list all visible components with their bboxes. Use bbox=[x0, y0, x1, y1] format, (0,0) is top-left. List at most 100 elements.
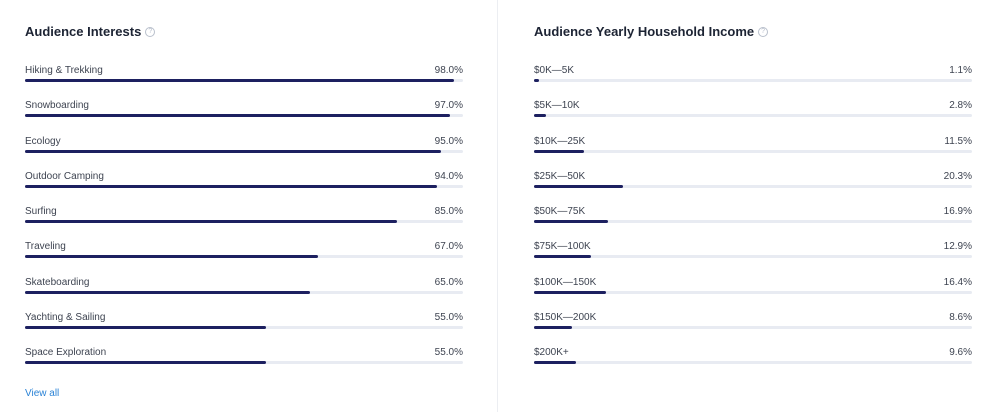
interests-row-value: 94.0% bbox=[434, 170, 463, 182]
income-bar-track bbox=[534, 184, 972, 188]
income-row-value: 1.1% bbox=[949, 65, 972, 76]
income-bar-track bbox=[534, 361, 972, 365]
income-bar-track bbox=[534, 114, 972, 118]
interests-bar-fill bbox=[25, 220, 398, 224]
interests-row-value: 67.0% bbox=[434, 241, 463, 253]
interests-row-value: 55.0% bbox=[434, 312, 463, 324]
interests-row-label: Traveling bbox=[25, 241, 66, 253]
interests-bar-fill bbox=[25, 361, 266, 365]
income-row: $75K—100K 12.9% bbox=[534, 240, 972, 275]
interests-title-text: Audience Interests bbox=[25, 24, 142, 39]
income-row: $10K—25K 11.5% bbox=[534, 135, 972, 170]
interests-bar-fill bbox=[25, 326, 266, 330]
income-row-value: 9.6% bbox=[949, 347, 972, 359]
interests-row-label: Skateboarding bbox=[25, 276, 90, 288]
interests-row: Space Exploration 55.0% bbox=[25, 346, 463, 381]
income-row-label: $5K—10K bbox=[534, 100, 580, 112]
panel-divider bbox=[497, 0, 498, 412]
interests-bar-track bbox=[25, 255, 463, 259]
interests-row: Hiking & Trekking 98.0% bbox=[25, 64, 463, 99]
interests-row-value: 65.0% bbox=[434, 276, 463, 288]
income-row-label: $50K—75K bbox=[534, 206, 586, 218]
interests-row-value: 85.0% bbox=[434, 206, 463, 218]
interests-row-label: Yachting & Sailing bbox=[25, 312, 106, 324]
income-row-value: 11.5% bbox=[944, 135, 972, 147]
income-row-value: 16.9% bbox=[943, 206, 972, 218]
income-bar-fill bbox=[534, 361, 577, 365]
income-row: $100K—150K 16.4% bbox=[534, 276, 972, 311]
income-row-value: 12.9% bbox=[943, 241, 972, 253]
interests-row-value: 55.0% bbox=[434, 347, 463, 359]
income-row-label: $200K+ bbox=[534, 347, 569, 359]
question-circle-icon[interactable]: ? bbox=[758, 26, 769, 37]
interests-row: Surfing 85.0% bbox=[25, 205, 463, 240]
income-bar-fill bbox=[534, 114, 547, 118]
interests-bar-fill bbox=[25, 149, 442, 153]
income-row-value: 2.8% bbox=[949, 100, 972, 112]
interests-row: Outdoor Camping 94.0% bbox=[25, 170, 463, 205]
income-bar-track bbox=[534, 220, 972, 224]
interests-row-label: Outdoor Camping bbox=[25, 170, 104, 182]
interests-bar-fill bbox=[25, 114, 450, 118]
income-row-label: $10K—25K bbox=[534, 135, 586, 147]
income-row: $25K—50K 20.3% bbox=[534, 170, 972, 205]
income-bar-track bbox=[534, 149, 972, 153]
question-circle-icon[interactable]: ? bbox=[145, 26, 156, 37]
income-row: $50K—75K 16.9% bbox=[534, 205, 972, 240]
interests-row: Traveling 67.0% bbox=[25, 240, 463, 275]
income-row: $150K—200K 8.6% bbox=[534, 311, 972, 346]
interests-row-label: Ecology bbox=[25, 135, 61, 147]
income-title: Audience Yearly Household Income ? bbox=[534, 24, 769, 39]
interests-row-label: Space Exploration bbox=[25, 347, 107, 359]
interests-bar-track bbox=[25, 220, 463, 224]
interests-row: Snowboarding 97.0% bbox=[25, 99, 463, 134]
income-bar-fill bbox=[534, 255, 591, 259]
income-row-label: $100K—150K bbox=[534, 276, 597, 288]
income-bar-track bbox=[534, 290, 972, 294]
interests-bar-track bbox=[25, 326, 463, 330]
interests-bar-fill bbox=[25, 184, 437, 188]
income-list: $0K—5K 1.1% $5K—10K 2.8% $10K—25K 11.5% $25K—5… bbox=[534, 64, 972, 382]
income-row-label: $0K—5K bbox=[534, 65, 575, 76]
income-row-value: 20.3% bbox=[943, 170, 972, 182]
interests-list: Hiking & Trekking 98.0% Snowboarding 97.0% E… bbox=[25, 64, 463, 382]
income-bar-track bbox=[534, 255, 972, 259]
interests-row: Ecology 95.0% bbox=[25, 135, 463, 170]
income-bar-fill bbox=[534, 290, 606, 294]
interests-row-value: 98.0% bbox=[434, 65, 463, 76]
income-bar-fill bbox=[534, 220, 609, 224]
view-all-link[interactable]: View all bbox=[25, 388, 60, 399]
interests-row-label: Hiking & Trekking bbox=[25, 65, 103, 76]
interests-bar-track bbox=[25, 361, 463, 365]
income-bar-fill bbox=[534, 79, 539, 82]
interests-bar-track bbox=[25, 79, 463, 82]
income-row-value: 8.6% bbox=[949, 312, 972, 324]
interests-bar-track bbox=[25, 149, 463, 153]
interests-bar-fill bbox=[25, 255, 319, 259]
income-row: $0K—5K 1.1% bbox=[534, 64, 972, 99]
interests-bar-fill bbox=[25, 290, 310, 294]
income-row-value: 16.4% bbox=[943, 276, 972, 288]
income-bar-fill bbox=[534, 326, 572, 330]
income-bar-track bbox=[534, 326, 972, 330]
interests-row-label: Surfing bbox=[25, 206, 57, 218]
interests-bar-track bbox=[25, 290, 463, 294]
interests-row: Yachting & Sailing 55.0% bbox=[25, 311, 463, 346]
income-row: $5K—10K 2.8% bbox=[534, 99, 972, 134]
interests-row-label: Snowboarding bbox=[25, 100, 89, 112]
income-row-label: $75K—100K bbox=[534, 241, 591, 253]
interests-row-value: 97.0% bbox=[434, 100, 463, 112]
income-row: $200K+ 9.6% bbox=[534, 346, 972, 381]
income-row-label: $150K—200K bbox=[534, 312, 597, 324]
income-bar-fill bbox=[534, 149, 585, 153]
interests-bar-fill bbox=[25, 79, 455, 82]
income-title-text: Audience Yearly Household Income bbox=[534, 24, 755, 39]
interests-row: Skateboarding 65.0% bbox=[25, 276, 463, 311]
interests-row-value: 95.0% bbox=[434, 135, 463, 147]
income-bar-track bbox=[534, 79, 972, 82]
interests-title: Audience Interests ? bbox=[25, 24, 156, 39]
income-bar-fill bbox=[534, 184, 623, 188]
interests-bar-track bbox=[25, 114, 463, 118]
interests-bar-track bbox=[25, 184, 463, 188]
